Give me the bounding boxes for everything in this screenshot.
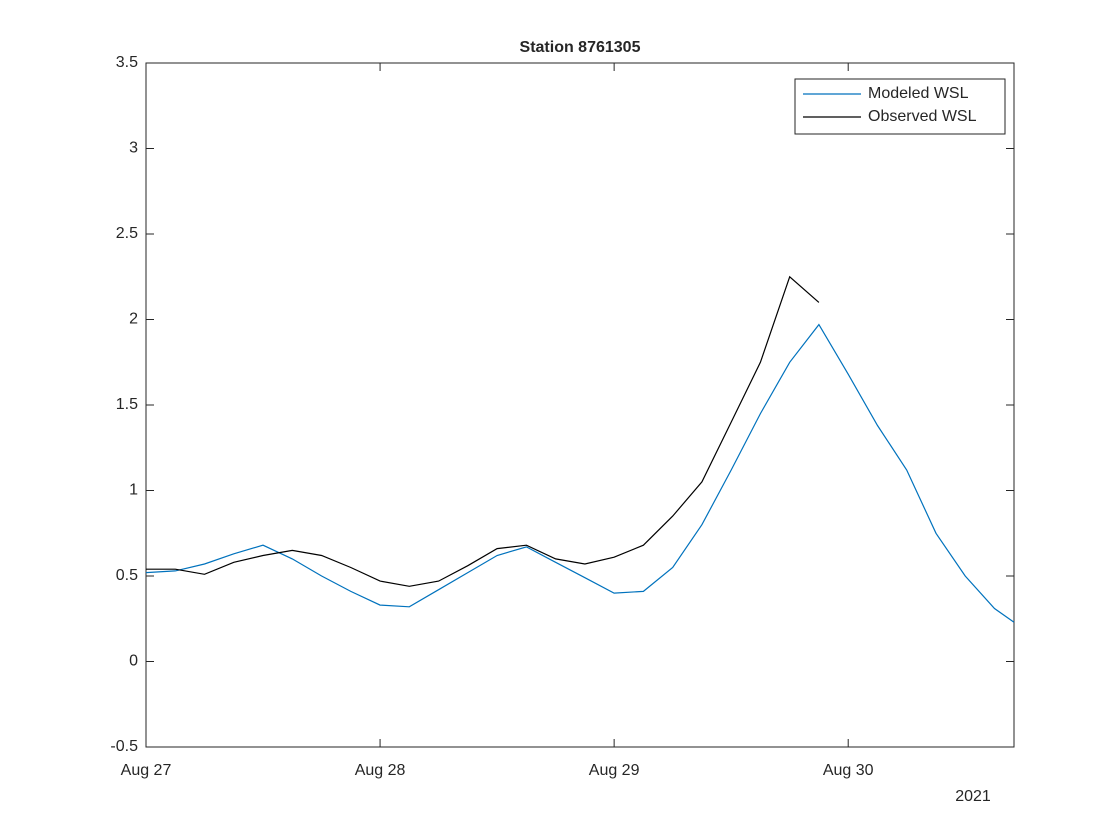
y-tick-label: 3 [129,140,138,157]
legend-label: Observed WSL [868,108,977,125]
series-line [145,323,1015,623]
x-year-label: 2021 [955,788,991,805]
x-tick-label: Aug 28 [355,762,406,779]
y-tick-label: 2.5 [116,225,138,242]
y-tick-label: 1 [129,482,138,499]
y-tick-label: 1.5 [116,396,138,413]
legend-box [794,78,1006,135]
series-line [146,275,820,587]
x-tick-label: Aug 30 [823,762,874,779]
legend-label: Modeled WSL [868,85,969,102]
y-tick-label: 0 [129,653,138,670]
y-tick-label: 3.5 [116,54,138,71]
y-tick-label: 0.5 [116,567,138,584]
x-tick-label: Aug 29 [589,762,640,779]
y-tick-label: -0.5 [110,738,138,755]
y-tick-label: 2 [129,311,138,328]
chart-title: Station 8761305 [520,39,641,56]
x-tick-label: Aug 27 [121,762,172,779]
plot-area [145,62,1015,748]
